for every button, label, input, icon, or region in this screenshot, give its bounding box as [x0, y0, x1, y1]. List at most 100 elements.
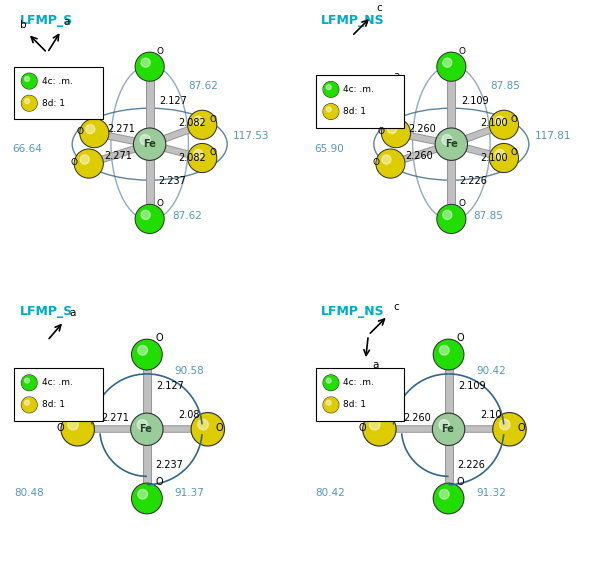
- Circle shape: [75, 150, 102, 177]
- Text: O: O: [457, 334, 465, 343]
- Text: O: O: [209, 148, 216, 157]
- Circle shape: [188, 144, 216, 173]
- Circle shape: [63, 414, 93, 445]
- Circle shape: [376, 149, 405, 178]
- Text: 87.85: 87.85: [490, 81, 520, 91]
- Text: O: O: [511, 115, 518, 124]
- Text: 90.58: 90.58: [174, 366, 204, 376]
- Text: O: O: [155, 477, 163, 487]
- Text: O: O: [209, 115, 216, 124]
- Text: LFMP_NS: LFMP_NS: [322, 305, 385, 318]
- Circle shape: [75, 149, 103, 178]
- Text: LFMP_S: LFMP_S: [20, 14, 73, 27]
- Circle shape: [326, 107, 331, 112]
- Circle shape: [435, 128, 468, 160]
- Circle shape: [435, 484, 463, 512]
- Circle shape: [25, 400, 29, 405]
- Circle shape: [135, 204, 164, 233]
- Circle shape: [132, 339, 162, 370]
- Circle shape: [323, 82, 339, 97]
- Circle shape: [140, 134, 150, 145]
- Circle shape: [136, 206, 163, 232]
- Circle shape: [437, 204, 466, 233]
- Text: 8d: 1: 8d: 1: [41, 99, 65, 108]
- Text: O: O: [458, 47, 465, 56]
- Circle shape: [364, 414, 395, 445]
- Text: O: O: [155, 334, 163, 343]
- Text: 91.32: 91.32: [476, 488, 506, 498]
- Circle shape: [141, 58, 150, 67]
- Circle shape: [363, 413, 396, 446]
- Text: 2.082: 2.082: [178, 153, 206, 163]
- Circle shape: [324, 376, 338, 390]
- Text: LFMP_NS: LFMP_NS: [322, 14, 385, 27]
- FancyBboxPatch shape: [14, 67, 103, 119]
- Text: 96.77: 96.77: [371, 372, 401, 382]
- Circle shape: [198, 419, 209, 430]
- Text: 2.08: 2.08: [178, 410, 200, 420]
- Text: Fe: Fe: [445, 139, 458, 149]
- Text: 8d: 1: 8d: 1: [343, 107, 367, 116]
- Circle shape: [435, 340, 463, 369]
- Text: 2.10: 2.10: [480, 410, 502, 420]
- Circle shape: [136, 53, 163, 80]
- Text: O: O: [157, 47, 163, 56]
- Circle shape: [324, 82, 338, 97]
- Circle shape: [324, 398, 338, 412]
- Text: a: a: [373, 360, 379, 371]
- Text: 2.237: 2.237: [158, 177, 186, 186]
- Text: 2.271: 2.271: [104, 152, 132, 162]
- Text: 2.109: 2.109: [461, 96, 489, 106]
- Text: 2.127: 2.127: [157, 381, 185, 391]
- Circle shape: [22, 96, 37, 111]
- Circle shape: [443, 58, 452, 67]
- Text: O: O: [378, 127, 385, 137]
- Circle shape: [137, 420, 147, 430]
- Circle shape: [192, 414, 223, 445]
- Circle shape: [61, 413, 94, 446]
- Circle shape: [141, 210, 150, 219]
- Circle shape: [22, 74, 37, 88]
- Circle shape: [132, 415, 162, 444]
- Circle shape: [133, 128, 166, 160]
- Text: O: O: [373, 158, 379, 167]
- Circle shape: [382, 155, 391, 164]
- Circle shape: [436, 129, 466, 159]
- Circle shape: [499, 419, 510, 430]
- Text: 87.62: 87.62: [172, 211, 202, 221]
- Text: 2.271: 2.271: [101, 413, 129, 423]
- Circle shape: [438, 206, 465, 232]
- Text: O: O: [76, 127, 84, 137]
- Text: O: O: [71, 158, 78, 167]
- Circle shape: [189, 111, 216, 138]
- Circle shape: [433, 413, 465, 445]
- Circle shape: [131, 413, 163, 445]
- Circle shape: [80, 119, 109, 148]
- Circle shape: [439, 489, 449, 499]
- Text: 117.53: 117.53: [233, 131, 269, 141]
- Circle shape: [22, 375, 37, 390]
- Circle shape: [490, 144, 518, 173]
- Circle shape: [138, 489, 147, 499]
- Circle shape: [326, 85, 331, 90]
- Text: O: O: [511, 148, 518, 157]
- Text: O: O: [359, 423, 366, 433]
- Circle shape: [188, 111, 216, 139]
- Circle shape: [434, 415, 463, 444]
- Circle shape: [138, 346, 147, 355]
- Text: Fe: Fe: [143, 139, 156, 149]
- Circle shape: [68, 419, 78, 430]
- Text: b: b: [355, 93, 361, 103]
- Text: 2.100: 2.100: [480, 118, 507, 128]
- Text: 91.37: 91.37: [174, 488, 204, 498]
- Circle shape: [135, 129, 165, 159]
- Circle shape: [490, 111, 518, 139]
- Text: 90.42: 90.42: [476, 366, 506, 376]
- Text: c: c: [393, 302, 399, 312]
- Circle shape: [382, 119, 410, 148]
- Circle shape: [433, 339, 464, 370]
- Circle shape: [493, 413, 526, 446]
- Circle shape: [22, 96, 37, 111]
- Circle shape: [133, 484, 161, 512]
- Circle shape: [383, 120, 409, 146]
